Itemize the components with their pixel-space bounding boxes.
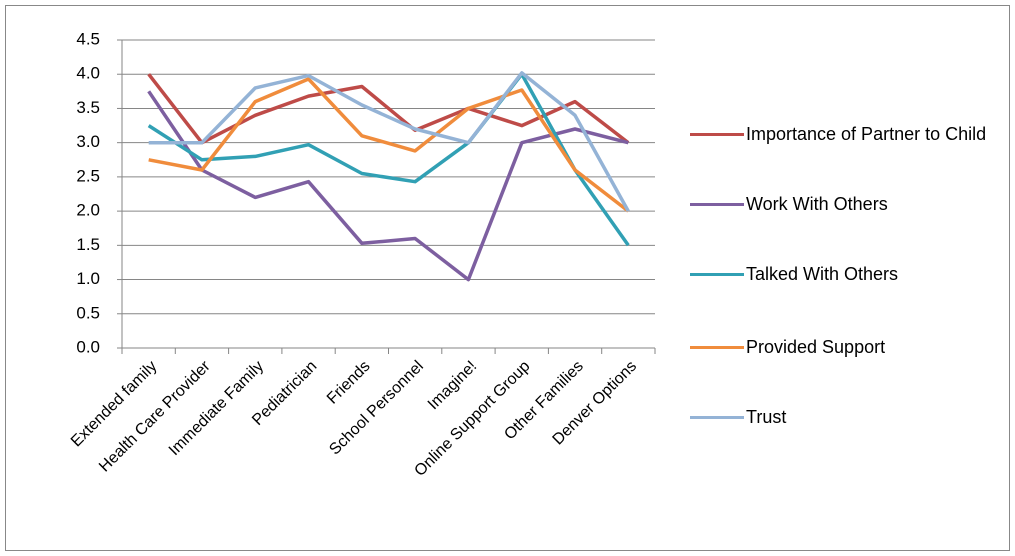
y-tick-label: 4.0 [76, 64, 100, 83]
y-tick-label: 1.0 [76, 269, 100, 288]
y-tick-label: 2.5 [76, 166, 100, 185]
legend-label: Trust [746, 407, 787, 427]
x-tick-label: Immediate Family [166, 358, 267, 459]
series-line [147, 90, 629, 282]
legend-item: Talked With Others [690, 262, 1010, 286]
legend-item: Trust [690, 405, 1010, 429]
x-tick-label: Imagine! [425, 358, 480, 413]
legend-item: Work With Others [690, 192, 1010, 216]
x-tick-label: School Personnel [326, 358, 427, 459]
legend-swatch [690, 203, 744, 206]
series-line [147, 73, 630, 145]
legend-label: Work With Others [746, 194, 888, 214]
y-tick-label: 1.5 [76, 235, 100, 254]
legend-label: Talked With Others [746, 264, 899, 284]
legend-label: Provided Support [746, 337, 886, 357]
legend-swatch [690, 133, 744, 136]
legend-swatch [690, 346, 744, 349]
y-tick-label: 4.5 [76, 29, 100, 48]
series-line [147, 72, 630, 247]
x-tick-label: Friends [324, 358, 374, 408]
y-tick-label: 3.5 [76, 98, 100, 117]
y-tick-label: 2.0 [76, 201, 100, 220]
y-tick-label: 3.0 [76, 132, 100, 151]
legend-item: Importance of Partner to Child [690, 122, 1010, 146]
series-line [148, 77, 630, 213]
y-tick-label: 0.0 [76, 337, 100, 356]
legend-item: Provided Support [690, 335, 1010, 359]
y-tick-label: 0.5 [76, 303, 100, 322]
chart-border [5, 5, 1010, 551]
legend-swatch [690, 416, 744, 419]
legend-label: Importance of Partner to Child [746, 124, 987, 144]
legend-swatch [690, 273, 744, 276]
series-line [148, 71, 630, 212]
